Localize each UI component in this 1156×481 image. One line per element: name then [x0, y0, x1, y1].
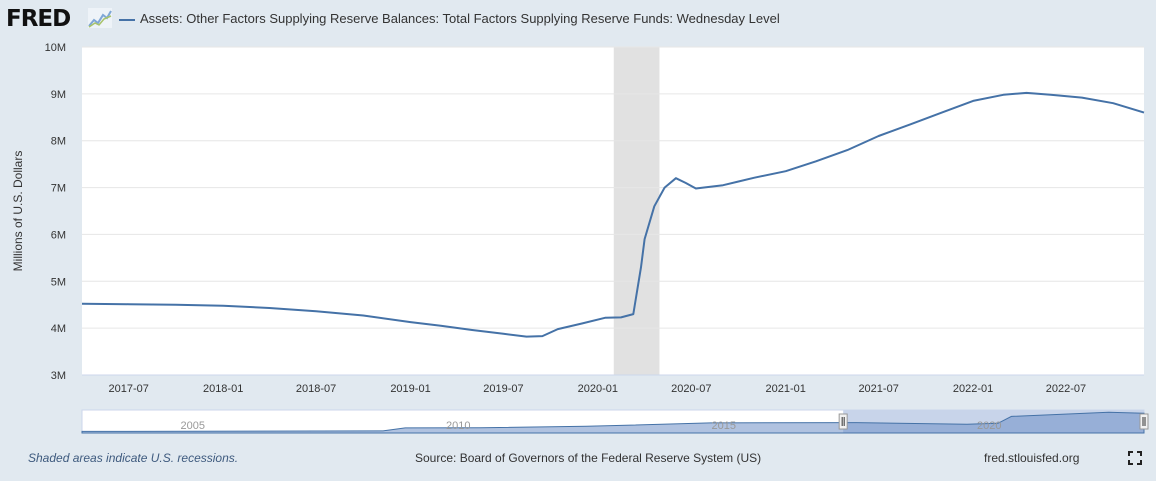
navigator-tick-label: 2015 — [712, 420, 736, 432]
x-tick-label: 2021-07 — [858, 383, 898, 395]
navigator-left-handle[interactable] — [838, 413, 848, 430]
y-tick-label: 3M — [51, 370, 66, 382]
x-tick-label: 2022-01 — [953, 383, 993, 395]
y-tick-label: 7M — [51, 183, 66, 195]
recession-band — [613, 47, 660, 375]
series-line — [81, 91, 1145, 338]
x-tick-label: 2020-01 — [578, 383, 618, 395]
y-tick-label: 5M — [51, 276, 66, 288]
navigator-tick-label: 2010 — [446, 420, 470, 432]
x-tick-label: 2019-01 — [390, 383, 430, 395]
fred-logo[interactable]: FRED — [6, 6, 71, 32]
navigator-series — [81, 411, 1145, 434]
x-tick-label: 2019-07 — [483, 383, 523, 395]
fullscreen-icon[interactable] — [1127, 450, 1143, 466]
fred-graph-icon — [88, 8, 112, 28]
handle-body — [838, 413, 848, 430]
source-text: Source: Board of Governors of the Federa… — [415, 451, 762, 465]
plot-area — [82, 47, 1144, 375]
x-tick-label: 2018-07 — [296, 383, 336, 395]
x-tick-label: 2021-01 — [766, 383, 806, 395]
y-axis-label: Millions of U.S. Dollars — [11, 151, 25, 272]
y-tick-label: 8M — [51, 136, 66, 148]
navigator-tick-label: 2005 — [181, 420, 205, 432]
handle-body — [1139, 413, 1149, 430]
x-tick-label: 2022-07 — [1046, 383, 1086, 395]
chart-svg: 3M 4M 5M 6M 7M 8M 9M 10M 2017-07 2018-01 2018-07 2… — [11, 42, 1149, 434]
legend-series-title[interactable]: Assets: Other Factors Supplying Reserve … — [140, 11, 780, 26]
y-tick-label: 10M — [45, 42, 66, 54]
recession-note: Shaded areas indicate U.S. recessions. — [28, 451, 239, 465]
site-link[interactable]: fred.stlouisfed.org — [984, 451, 1080, 465]
navigator[interactable]: 2005 2010 2015 2020 — [81, 409, 1149, 434]
x-tick-label: 2020-07 — [671, 383, 711, 395]
navigator-tick-label: 2020 — [977, 420, 1001, 432]
navigator-right-handle[interactable] — [1139, 413, 1149, 430]
x-tick-label: 2018-01 — [203, 383, 243, 395]
y-tick-label: 4M — [51, 323, 66, 335]
x-tick-label: 2017-07 — [109, 383, 149, 395]
y-tick-label: 9M — [51, 89, 66, 101]
y-tick-label: 6M — [51, 229, 66, 241]
chart-header: FRED Assets: Other Factors Supplying Res… — [0, 0, 1156, 40]
legend-swatch — [119, 19, 135, 21]
